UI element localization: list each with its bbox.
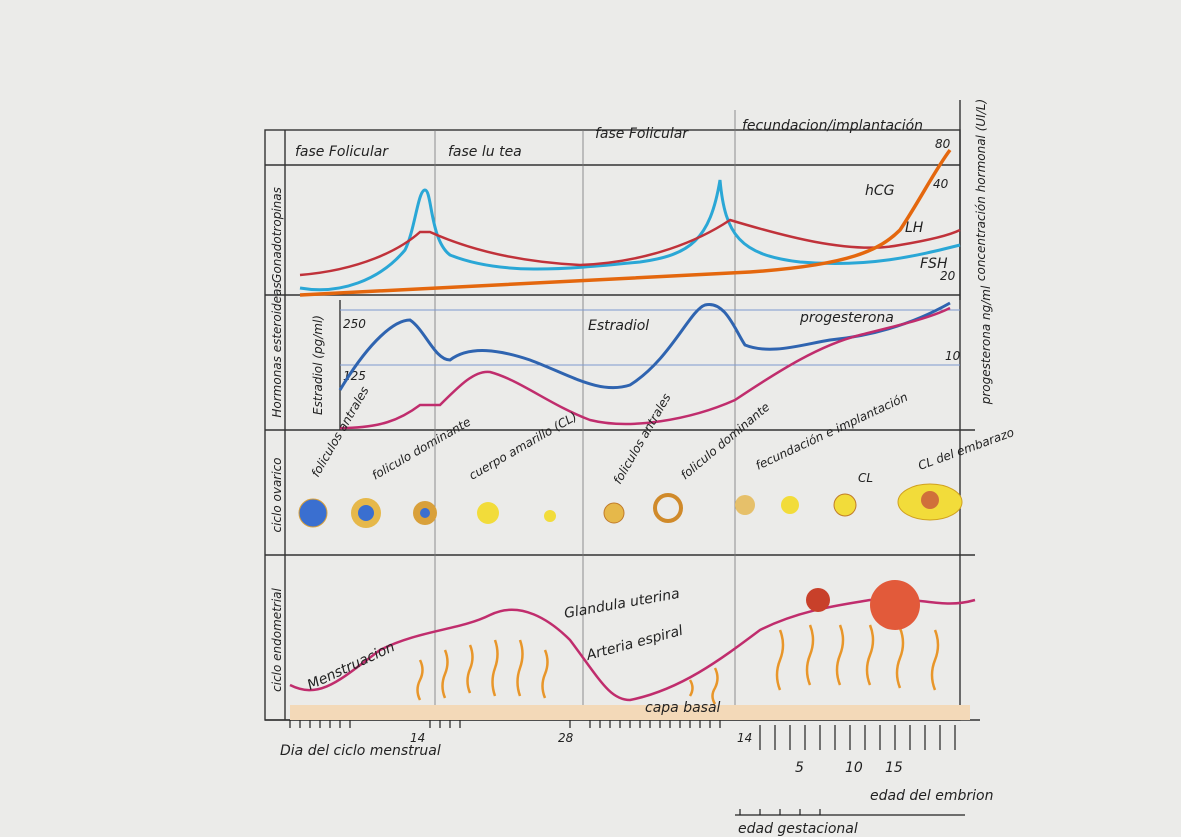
curve-label: progesterona — [799, 310, 894, 326]
tick-label: 28 — [558, 731, 574, 745]
curve-label: hCG — [865, 183, 895, 199]
embryo — [806, 588, 830, 612]
row-label: ciclo endometrial — [270, 587, 284, 691]
endo-label: capa basal — [645, 700, 721, 716]
basal-layer — [290, 705, 970, 720]
tick-label: 40 — [933, 177, 949, 191]
tick-label: 14 — [410, 731, 425, 745]
phase: fase lu tea — [448, 144, 522, 160]
tick-label: 10 — [845, 760, 863, 776]
tick-label: 5 — [795, 760, 804, 776]
axis-title: Dia del ciclo menstrual — [280, 743, 441, 759]
row-label: ciclo ovarico — [270, 457, 284, 532]
ovary-label: CL — [858, 471, 873, 485]
tick-label: 80 — [935, 137, 951, 151]
row-label: Gonadotropinas — [270, 187, 284, 283]
curve-label: FSH — [920, 256, 948, 272]
tick-label: 15 — [885, 760, 903, 776]
phase: fase Folicular — [295, 144, 389, 160]
implantation — [870, 580, 920, 630]
axis-title: edad gestacional — [738, 821, 858, 837]
phase: fecundacion/implantación — [742, 118, 923, 134]
axis-title: edad del embrion — [870, 788, 993, 804]
phase: fase Folicular — [595, 126, 689, 142]
tick-label: 250 — [343, 317, 366, 331]
curve-label: Estradiol — [588, 318, 649, 334]
tick-label: 14 — [737, 731, 752, 745]
axis-title: Estradiol (pg/ml) — [311, 315, 325, 415]
tick-label: 10 — [945, 349, 961, 363]
curve-label: LH — [905, 220, 924, 236]
row-label: Hormonas esteroideas — [270, 282, 284, 417]
axis-title: concentración hormonal (UI/L) — [974, 99, 988, 281]
diagram: fase Folicular fase lu tea fase Folicula… — [0, 0, 1181, 837]
axis-title: progesterona ng/ml — [979, 285, 993, 405]
